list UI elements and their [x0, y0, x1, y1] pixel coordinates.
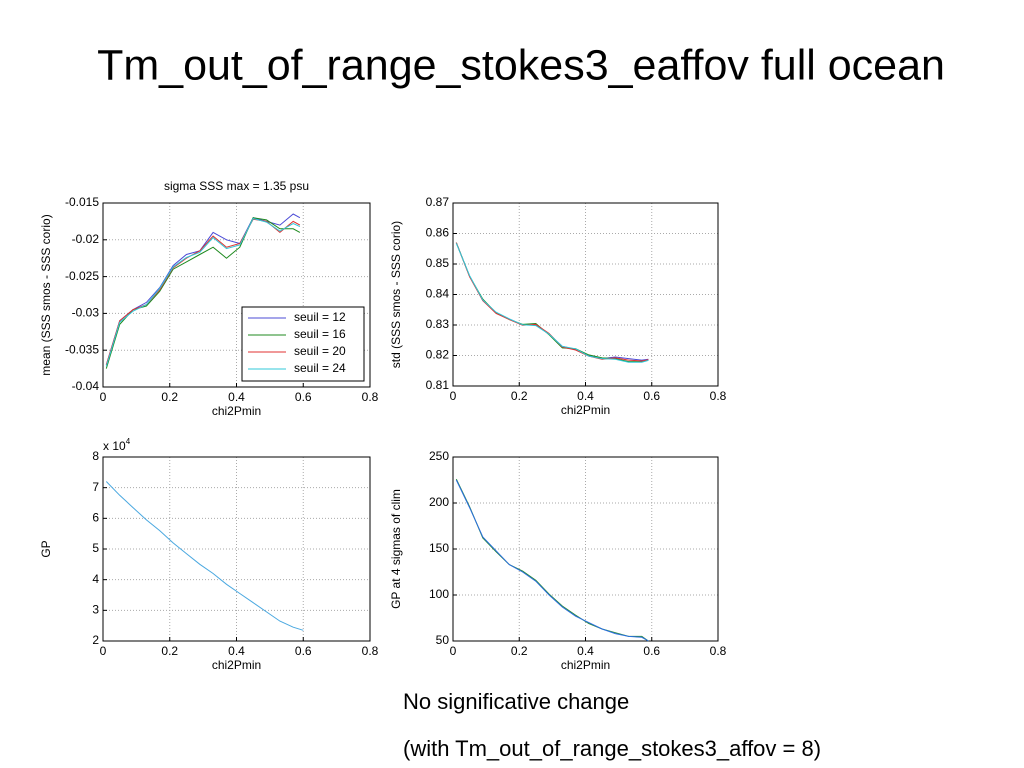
- data-line: [455, 479, 649, 642]
- data-line: [105, 213, 301, 366]
- x-axis-label: chi2Pmin: [212, 658, 261, 672]
- y-tick-label: -0.04: [72, 379, 100, 393]
- x-tick-label: 0.8: [362, 390, 379, 404]
- y-tick-label: 4: [92, 572, 99, 586]
- y-tick-label: 250: [429, 449, 449, 463]
- multiplier-base: x 10: [103, 439, 126, 453]
- y-axis-label: GP at 4 sigmas of clim: [389, 489, 403, 609]
- x-tick-label: 0.8: [710, 389, 727, 403]
- x-tick-label: 0.2: [511, 389, 528, 403]
- x-tick-label: 0.6: [643, 389, 660, 403]
- x-tick-label: 0.4: [577, 644, 594, 658]
- axes-frame: [102, 456, 371, 642]
- data-line: [105, 217, 301, 367]
- x-tick-label: 0.2: [511, 644, 528, 658]
- y-tick-label: 3: [92, 603, 99, 617]
- y-tick-label: 0.84: [426, 287, 450, 301]
- y-tick-label: -0.03: [72, 306, 100, 320]
- note: (with Tm_out_of_range_stokes3_affov = 8): [403, 736, 821, 761]
- x-tick-label: 0: [100, 390, 107, 404]
- y-axis-label: mean (SSS smos - SSS corio): [39, 214, 53, 375]
- y-tick-label: 0.82: [426, 348, 450, 362]
- note: No significative change: [403, 689, 629, 714]
- x-axis-label: chi2Pmin: [212, 404, 261, 418]
- x-tick-label: 0: [450, 389, 457, 403]
- y-tick-label: 2: [92, 633, 99, 647]
- legend-label: seuil = 24: [294, 361, 346, 375]
- x-tick-label: 0.2: [161, 644, 178, 658]
- x-tick-label: 0.2: [161, 390, 178, 404]
- y-tick-label: -0.015: [65, 195, 99, 209]
- y-tick-label: -0.02: [72, 232, 100, 246]
- x-axis-label: chi2Pmin: [561, 658, 610, 672]
- y-tick-label: -0.035: [65, 342, 99, 356]
- y-tick-label: 6: [92, 511, 99, 525]
- x-tick-label: 0.4: [228, 644, 245, 658]
- y-tick-label: 7: [92, 480, 99, 494]
- x-tick-label: 0: [100, 644, 107, 658]
- x-tick-label: 0.6: [643, 644, 660, 658]
- y-tick-label: 150: [429, 541, 449, 555]
- x-tick-label: 0.4: [228, 390, 245, 404]
- y-tick-label: 0.83: [426, 317, 450, 331]
- y-tick-label: 0.87: [426, 195, 450, 209]
- legend-label: seuil = 20: [294, 344, 346, 358]
- multiplier-exponent: 4: [126, 437, 131, 446]
- x-axis-label: chi2Pmin: [561, 403, 610, 417]
- axes-frame: [102, 202, 371, 388]
- data-line: [105, 481, 304, 631]
- y-tick-label: 50: [436, 633, 450, 647]
- y-tick-label: 100: [429, 587, 449, 601]
- slide-title: Tm_out_of_range_stokes3_eaffov full ocea…: [97, 41, 945, 89]
- x-tick-label: 0.8: [710, 644, 727, 658]
- y-tick-label: 200: [429, 495, 449, 509]
- chart-title: sigma SSS max = 1.35 psu: [164, 179, 309, 193]
- y-tick-label: 5: [92, 541, 99, 555]
- axes-frame: [452, 202, 719, 387]
- axis-multiplier: x 104: [103, 437, 131, 453]
- legend-label: seuil = 16: [294, 327, 346, 341]
- legend-label: seuil = 12: [294, 310, 346, 324]
- y-axis-label: std (SSS smos - SSS corio): [389, 221, 403, 368]
- y-tick-label: 8: [92, 449, 99, 463]
- x-tick-label: 0.6: [295, 390, 312, 404]
- x-tick-label: 0: [450, 644, 457, 658]
- y-axis-label: GP: [39, 540, 53, 557]
- y-tick-label: -0.025: [65, 269, 99, 283]
- data-line: [455, 243, 649, 363]
- y-tick-label: 0.86: [426, 226, 450, 240]
- x-tick-label: 0.8: [362, 644, 379, 658]
- axes-frame: [452, 456, 719, 642]
- y-tick-label: 0.85: [426, 256, 450, 270]
- x-tick-label: 0.4: [577, 389, 594, 403]
- y-tick-label: 0.81: [426, 378, 450, 392]
- x-tick-label: 0.6: [295, 644, 312, 658]
